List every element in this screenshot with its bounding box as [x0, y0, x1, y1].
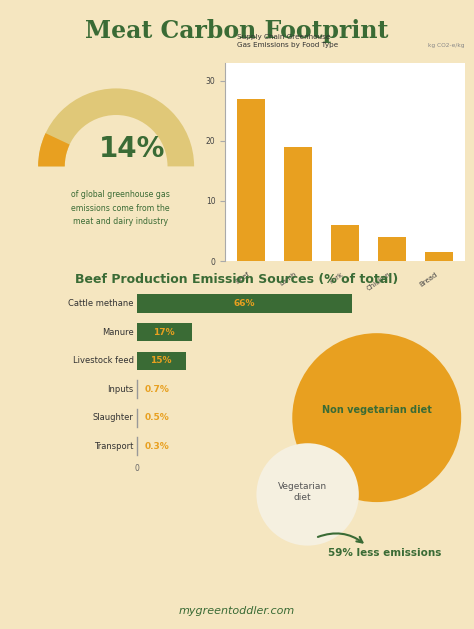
Bar: [284, 147, 312, 261]
Text: 0.3%: 0.3%: [145, 442, 170, 451]
Wedge shape: [38, 89, 194, 167]
Text: 66%: 66%: [234, 299, 255, 308]
FancyBboxPatch shape: [137, 294, 352, 313]
Circle shape: [256, 443, 359, 545]
Text: Non vegetarian diet: Non vegetarian diet: [322, 405, 432, 415]
Text: Livestock feed: Livestock feed: [73, 356, 134, 365]
Text: Manure: Manure: [102, 328, 134, 337]
Text: Beef Production Emission Sources (% of total): Beef Production Emission Sources (% of t…: [75, 274, 399, 286]
Circle shape: [292, 333, 461, 502]
Text: Meat Carbon Footprint: Meat Carbon Footprint: [85, 19, 389, 43]
Text: Cattle methane: Cattle methane: [68, 299, 134, 308]
Text: 15%: 15%: [150, 356, 172, 365]
Text: 0.7%: 0.7%: [145, 385, 170, 394]
Text: Inputs: Inputs: [108, 385, 134, 394]
Bar: [425, 252, 453, 261]
Text: kg CO2-e/kg: kg CO2-e/kg: [428, 43, 465, 48]
Text: Slaughter: Slaughter: [93, 413, 134, 422]
Wedge shape: [38, 133, 70, 167]
Text: Supply Chain Greenhouse
Gas Emissions by Food Type: Supply Chain Greenhouse Gas Emissions by…: [237, 34, 338, 48]
Text: mygreentoddler.com: mygreentoddler.com: [179, 606, 295, 616]
Text: of global greenhouse gas
emissions come from the
meat and dairy industry: of global greenhouse gas emissions come …: [71, 190, 170, 226]
Bar: [237, 99, 265, 261]
Text: 0.5%: 0.5%: [145, 413, 170, 422]
Bar: [331, 225, 359, 261]
Text: 59% less emissions: 59% less emissions: [328, 548, 441, 559]
Text: 0: 0: [134, 464, 139, 474]
Bar: [378, 237, 406, 261]
Text: 14%: 14%: [99, 135, 165, 163]
Text: 17%: 17%: [154, 328, 175, 337]
FancyBboxPatch shape: [137, 352, 185, 370]
Text: Vegetarian
diet: Vegetarian diet: [278, 482, 327, 501]
FancyBboxPatch shape: [137, 323, 192, 341]
Text: Transport: Transport: [94, 442, 134, 451]
